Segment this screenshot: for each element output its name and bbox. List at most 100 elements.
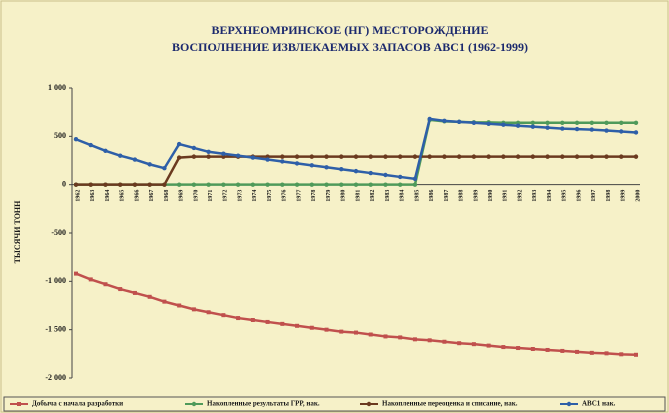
marker: [177, 303, 182, 308]
marker: [221, 313, 226, 318]
x-tick-label: 1977: [296, 190, 302, 202]
x-tick-label: 1999: [621, 190, 627, 202]
y-tick-label: -1 500: [45, 324, 66, 333]
marker: [103, 148, 108, 154]
marker: [118, 287, 123, 292]
marker: [294, 161, 300, 166]
marker: [103, 182, 108, 187]
marker: [162, 299, 167, 304]
marker: [74, 271, 78, 276]
marker: [471, 342, 476, 347]
marker: [486, 154, 491, 159]
x-tick-label: 1997: [591, 190, 597, 202]
marker: [412, 176, 418, 182]
legend-label: Накопленные результаты ГРР, нак.: [207, 400, 320, 408]
y-tick-label: -1 000: [45, 276, 66, 285]
x-tick-label: 1976: [282, 190, 288, 202]
marker: [589, 350, 594, 355]
marker: [604, 154, 609, 159]
marker: [383, 182, 388, 187]
marker: [398, 154, 403, 159]
marker: [132, 182, 138, 187]
legend-box: [3, 396, 666, 412]
marker: [486, 121, 491, 126]
x-tick-label: 1963: [90, 190, 96, 202]
marker: [633, 154, 639, 159]
marker: [368, 154, 373, 159]
marker: [619, 352, 624, 357]
y-tick-label: -500: [51, 228, 66, 237]
marker: [604, 351, 609, 356]
x-tick-label: 1982: [370, 190, 376, 202]
marker: [280, 182, 285, 187]
marker: [250, 318, 255, 322]
marker: [176, 182, 182, 187]
marker: [457, 341, 462, 346]
marker: [191, 307, 196, 312]
y-tick-label: 1 000: [48, 83, 66, 92]
marker: [545, 154, 550, 159]
marker: [206, 310, 211, 315]
marker: [280, 154, 285, 159]
x-tick-label: 1968: [164, 190, 170, 202]
marker: [309, 154, 314, 159]
marker: [501, 154, 506, 159]
x-tick-label: 1966: [134, 190, 140, 202]
marker: [501, 122, 506, 127]
marker: [324, 327, 329, 332]
marker: [265, 319, 270, 324]
marker: [132, 157, 138, 162]
marker: [309, 182, 314, 187]
marker: [412, 182, 418, 187]
marker: [191, 182, 197, 187]
marker: [162, 166, 167, 171]
marker: [530, 124, 536, 129]
legend-marker: [566, 401, 572, 407]
marker: [88, 182, 93, 187]
marker: [132, 290, 137, 295]
x-tick-label: 1962: [75, 190, 81, 202]
x-tick-label: 1990: [488, 190, 494, 202]
marker: [191, 154, 197, 159]
marker: [619, 120, 624, 126]
x-tick-label: 1998: [606, 190, 612, 202]
y-axis-label: ТЫСЯЧИ ТОНН: [13, 200, 22, 264]
marker: [633, 130, 639, 135]
marker: [530, 154, 536, 159]
marker: [176, 155, 182, 160]
marker: [574, 154, 580, 159]
marker: [574, 126, 580, 132]
x-tick-label: 1964: [105, 190, 111, 202]
marker: [235, 153, 241, 158]
x-tick-label: 1970: [193, 190, 199, 202]
marker: [501, 345, 506, 350]
marker: [560, 126, 565, 131]
marker: [103, 282, 108, 287]
marker: [294, 182, 300, 187]
marker: [368, 182, 373, 187]
x-tick-label: 1995: [562, 190, 568, 202]
marker: [383, 172, 388, 178]
marker: [147, 182, 152, 187]
marker: [339, 167, 344, 172]
marker: [324, 154, 329, 159]
marker: [633, 120, 639, 126]
marker: [619, 154, 624, 159]
marker: [235, 182, 241, 187]
marker: [604, 128, 609, 133]
legend-label: Добыча с начала разработки: [32, 400, 123, 408]
x-tick-label: 1980: [341, 190, 347, 202]
marker: [339, 329, 344, 334]
marker: [383, 154, 388, 159]
x-tick-label: 1978: [311, 190, 317, 202]
marker: [442, 339, 447, 344]
marker: [236, 316, 241, 321]
x-tick-label: 1993: [532, 190, 538, 202]
marker: [619, 129, 624, 134]
x-tick-label: 1996: [576, 190, 582, 202]
x-tick-label: 1989: [473, 190, 479, 202]
marker: [221, 151, 226, 156]
marker: [73, 182, 79, 187]
marker: [368, 332, 373, 337]
marker: [442, 118, 447, 124]
